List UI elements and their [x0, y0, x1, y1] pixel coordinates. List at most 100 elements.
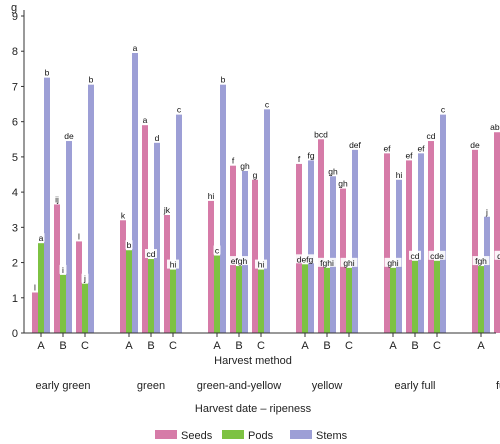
- bar-pods-label: efgh: [231, 256, 248, 266]
- method-tick-label: C: [345, 340, 353, 352]
- bar-label-bg: [167, 259, 179, 269]
- bar-pods-label: ghi: [387, 258, 398, 268]
- bar-stems-label: a: [133, 43, 138, 53]
- bar-pods: [126, 250, 132, 333]
- method-tick-label: B: [59, 340, 66, 352]
- bar-stems-label: b: [45, 68, 50, 78]
- bar-stems: [264, 109, 270, 333]
- y-tick-label: 6: [12, 117, 18, 129]
- bar-seeds: [54, 204, 60, 333]
- method-tick-label: A: [301, 340, 309, 352]
- bar-pods-label: cd: [147, 249, 156, 259]
- bar-pods-label: def: [497, 251, 500, 261]
- bar-seeds: [494, 132, 500, 333]
- bar-seeds-label: f: [298, 154, 301, 164]
- bar-stems: [418, 153, 424, 333]
- bar-label-bg: [340, 257, 358, 267]
- method-tick-label: B: [323, 340, 330, 352]
- bar-stems-label: c: [265, 99, 270, 109]
- bar-seeds: [164, 215, 170, 333]
- group-label: green: [137, 380, 165, 392]
- method-tick-label: B: [147, 340, 154, 352]
- bar-stems-label: c: [177, 105, 182, 115]
- method-tick-label: A: [125, 340, 133, 352]
- bar-seeds: [208, 200, 214, 333]
- y-tick-label: 0: [12, 328, 18, 340]
- bar-seeds-label: ef: [383, 143, 391, 153]
- bar-seeds: [32, 292, 38, 333]
- bar-pods: [60, 274, 66, 333]
- bar-stems-label: b: [89, 75, 94, 85]
- y-axis: g 0 1 2 3 4 5 6 7 8 9: [11, 2, 25, 340]
- bar-pods-label: c: [215, 246, 220, 256]
- legend-label-stems: Stems: [316, 430, 348, 442]
- y-tick-label: 5: [12, 152, 18, 164]
- x-axis: Harvest method Harvest date – ripeness A…: [24, 332, 500, 415]
- bar-seeds-label: jk: [163, 205, 171, 215]
- x-axis-label: Harvest method: [214, 355, 292, 367]
- y-tick-label: 1: [12, 293, 18, 305]
- bar-stems: [330, 176, 336, 333]
- bar-label-bg: [316, 257, 338, 267]
- method-tick-label: A: [477, 340, 485, 352]
- bar-seeds: [428, 141, 434, 333]
- y-axis-label: g: [11, 2, 17, 14]
- bar-seeds: [472, 149, 478, 333]
- bar-pods: [434, 260, 440, 333]
- bar-pods-label: cde: [430, 251, 444, 261]
- bar-pods-label: fghi: [320, 258, 334, 268]
- y-tick-label: 9: [12, 11, 18, 23]
- bar-seeds-label: a: [143, 115, 148, 125]
- bar-seeds-label: g: [253, 170, 258, 180]
- method-tick-label: A: [389, 340, 397, 352]
- bar-seeds-label: hi: [208, 191, 215, 201]
- bar-stems: [176, 114, 182, 333]
- bar-seeds-label: k: [121, 210, 126, 220]
- bar-stems: [242, 170, 248, 333]
- bar-pods-label: ghi: [343, 258, 354, 268]
- bar-stems-label: def: [349, 140, 361, 150]
- group-label: full: [496, 380, 500, 392]
- bar-stems-label: d: [155, 133, 160, 143]
- bar-seeds: [230, 165, 236, 333]
- bar-seeds: [142, 125, 148, 333]
- bar-pods: [302, 264, 308, 333]
- bar-stems: [220, 84, 226, 333]
- bar-stems-label: gh: [328, 166, 338, 176]
- bar-seeds: [76, 241, 82, 333]
- bar-pods-label: defg: [297, 254, 314, 264]
- bar-stems: [132, 52, 138, 333]
- bar-stems-label: c: [441, 105, 446, 115]
- bar-stems-label: j: [485, 207, 488, 217]
- bar-seeds-label: de: [470, 140, 480, 150]
- bar-stems: [396, 179, 402, 333]
- method-tick-label: C: [257, 340, 265, 352]
- group-axis-label: Harvest date – ripeness: [195, 403, 312, 415]
- bar-seeds: [296, 163, 302, 333]
- y-tick-label: 8: [12, 46, 18, 58]
- bar-seeds: [120, 220, 126, 333]
- bar-label-bg: [37, 233, 45, 243]
- bar-label-bg: [59, 264, 67, 274]
- method-tick-label: C: [169, 340, 177, 352]
- bar-stems: [484, 216, 490, 333]
- bar-seeds: [406, 160, 412, 333]
- bar-pods: [412, 260, 418, 333]
- method-tick-label: B: [235, 340, 242, 352]
- bar-pods-label: fgh: [475, 256, 487, 266]
- bar-seeds: [318, 139, 324, 333]
- bar-label-bg: [228, 256, 250, 266]
- bar-stems: [440, 114, 446, 333]
- bar-pods: [346, 267, 352, 333]
- bar-stems-label: fg: [307, 150, 314, 160]
- bar-pods-label: b: [127, 240, 132, 250]
- group-label: early full: [395, 380, 436, 392]
- bar-seeds-label: abc: [490, 122, 500, 132]
- bar-pods: [324, 267, 330, 333]
- bar-stems: [44, 77, 50, 333]
- bar-stems: [352, 149, 358, 333]
- bars: [32, 52, 500, 333]
- bar-stems-label: gh: [240, 161, 250, 171]
- bar-label-bg: [81, 273, 89, 283]
